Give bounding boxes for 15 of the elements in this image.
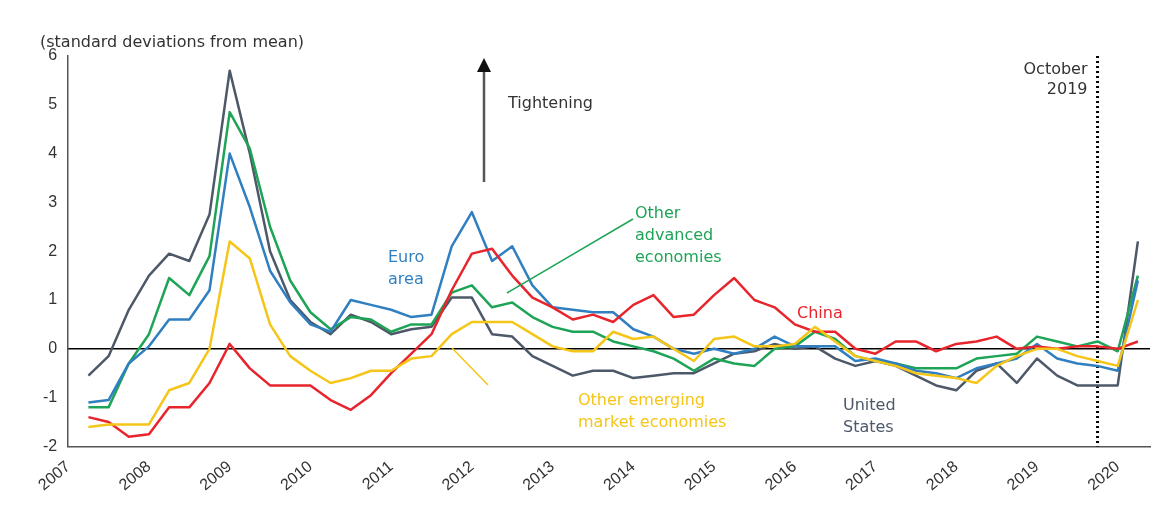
series-label: China: [797, 303, 843, 323]
y-tick-label: 2: [48, 241, 58, 259]
y-tick-label: 4: [48, 144, 58, 162]
y-tick-label: -1: [42, 388, 58, 406]
annotation: Tightening: [507, 93, 594, 113]
y-tick-label: 3: [48, 192, 58, 210]
y-tick-label: 0: [48, 339, 58, 357]
series-label: Euro area: [388, 247, 425, 289]
y-tick-label: -2: [42, 436, 58, 454]
series-label: United States: [843, 395, 896, 437]
ref-line-label: October 2019: [1023, 59, 1088, 99]
text: Other emerging market economies: [578, 390, 727, 432]
text: Other advanced economies: [635, 203, 722, 267]
y-tick-label: 1: [48, 290, 58, 308]
y-tick-label: 5: [48, 95, 58, 113]
